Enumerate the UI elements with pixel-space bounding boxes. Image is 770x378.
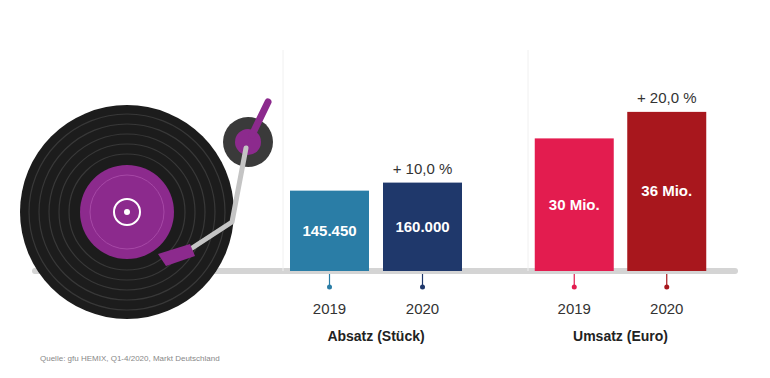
data-label: 36 Mio. (641, 182, 692, 199)
record-center (124, 209, 130, 215)
tick-label: 2020 (650, 300, 683, 317)
record-groove (29, 114, 225, 310)
value-axis (528, 50, 529, 271)
data-label: 145.450 (302, 222, 356, 239)
tick-label: 2019 (313, 300, 346, 317)
tonearm-base (223, 117, 273, 167)
axis-label: Umsatz (Euro) (573, 328, 668, 344)
record-center-ring (114, 199, 140, 225)
record-label-ring (90, 175, 164, 249)
tonearm-head (158, 244, 195, 266)
tick-dot (420, 285, 425, 290)
record-player (20, 102, 273, 319)
tonearm-weight (252, 102, 268, 135)
tick-dot (664, 285, 669, 290)
record-groove (49, 134, 205, 290)
bars (290, 183, 462, 271)
bar (627, 112, 706, 271)
axis-label: Absatz (Stück) (327, 328, 424, 344)
bar (290, 191, 369, 271)
tick (574, 274, 575, 286)
tonearm (186, 148, 246, 252)
figure: 145.450 2019 160.000 2020 + 10,0 % Absatz (St… (0, 0, 770, 378)
tick-dot (572, 285, 577, 290)
tick-dot (327, 285, 332, 290)
bar (535, 138, 614, 271)
annotation: + 10,0 % (393, 160, 453, 177)
value-axis (283, 50, 284, 271)
tick-label: 2020 (406, 300, 439, 317)
tick (329, 274, 330, 286)
annotation: + 20,0 % (637, 89, 697, 106)
bars (535, 112, 707, 271)
tonearm-pivot (235, 129, 261, 155)
tick (666, 274, 667, 286)
record-groove (59, 144, 195, 280)
bar (383, 183, 462, 271)
record (20, 105, 234, 319)
record-groove (39, 124, 215, 300)
source: Quelle: gfu HEMIX, Q1-4/2020, Markt Deut… (40, 354, 220, 363)
tick (422, 274, 423, 286)
record-label (80, 165, 174, 259)
data-label: 30 Mio. (549, 196, 600, 213)
data-label: 160.000 (395, 218, 449, 235)
tick-label: 2019 (558, 300, 591, 317)
